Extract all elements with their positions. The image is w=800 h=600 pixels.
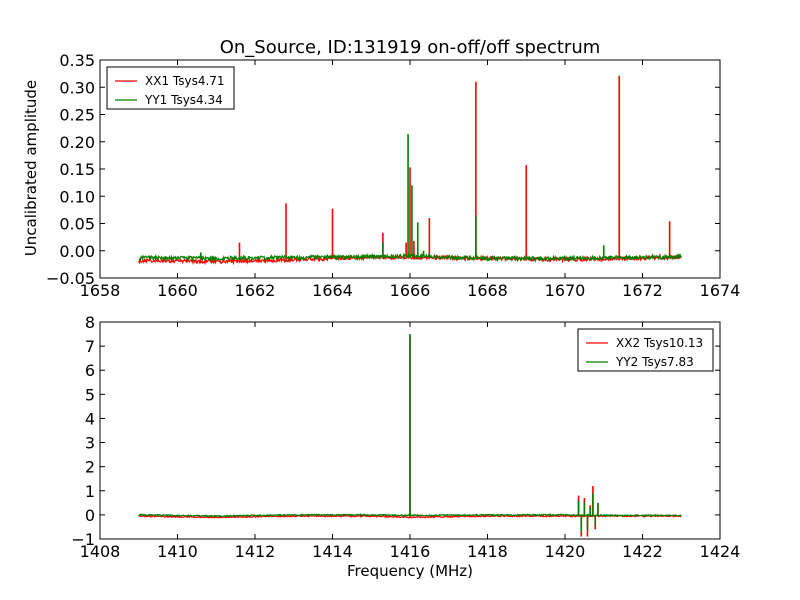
- x-tick-label: 1412: [235, 542, 276, 561]
- y-tick-label: −1: [71, 530, 95, 549]
- y-tick-label: 2: [85, 458, 95, 477]
- y-tick-label: 0.15: [59, 160, 95, 179]
- x-tick-label: 1420: [545, 542, 586, 561]
- y-tick-label: 0.20: [59, 133, 95, 152]
- x-tick-label: 1672: [622, 281, 663, 300]
- y-tick-label: 0.10: [59, 187, 95, 206]
- x-tick-label: 1662: [235, 281, 276, 300]
- y-tick-label: 8: [85, 313, 95, 332]
- x-tick-label: 1674: [700, 281, 741, 300]
- y-tick-label: 5: [85, 385, 95, 404]
- y-tick-label: 7: [85, 337, 95, 356]
- x-tick-label: 1416: [390, 542, 431, 561]
- legend-label: YY2 Tsys7.83: [615, 355, 694, 369]
- y-tick-label: 0.25: [59, 106, 95, 125]
- y-tick-label: 6: [85, 361, 95, 380]
- x-tick-label: 1418: [467, 542, 508, 561]
- bottom-plot-area: 1408 1410 1412 1414 1416 1418 1420 1422 1424 −1 0 1…: [71, 313, 740, 561]
- y-tick-label: 0.35: [59, 51, 95, 70]
- series-line-xx: [138, 514, 682, 519]
- x-tick-label: 1668: [467, 281, 508, 300]
- top-y-axis-label: Uncalibrated amplitude: [22, 80, 40, 256]
- y-tick-label: 4: [85, 409, 95, 428]
- x-tick-label: 1408: [80, 542, 121, 561]
- legend-label: XX1 Tsys4.71: [145, 74, 225, 88]
- series-line-yy: [138, 252, 682, 263]
- bottom-x-axis-label: Frequency (MHz): [347, 562, 473, 580]
- y-tick-label: 1: [85, 482, 95, 501]
- x-tick-label: 1666: [390, 281, 431, 300]
- x-tick-label: 1424: [700, 542, 741, 561]
- y-tick-label: 3: [85, 434, 95, 453]
- legend-box: [106, 66, 235, 110]
- y-tick-label: 0.00: [59, 242, 95, 261]
- top-panel: On_Source, ID:131919 on-off/off spectrum…: [22, 37, 740, 300]
- series-line-yy: [138, 513, 682, 518]
- x-tick-label: 1660: [157, 281, 198, 300]
- bottom-panel: Frequency (MHz) 1408 1410 1412 1414 1416 1418…: [71, 313, 740, 580]
- series-group: [138, 334, 682, 537]
- x-tick-label: 1422: [622, 542, 663, 561]
- x-tick-label: 1670: [545, 281, 586, 300]
- top-chart-title: On_Source, ID:131919 on-off/off spectrum: [220, 37, 601, 58]
- top-plot-area: 1658 1660 1662 1664 1666 1668 1670 1672 1674 −0.0…: [46, 51, 740, 300]
- legend-label: YY1 Tsys4.34: [144, 93, 223, 107]
- series-group: [138, 75, 682, 266]
- x-tick-label: 1410: [157, 542, 198, 561]
- y-tick-label: 0: [85, 506, 95, 525]
- legend-label: XX2 Tsys10.13: [616, 336, 703, 350]
- y-tick-label: −0.05: [46, 269, 95, 288]
- y-tick-label: 0.05: [59, 215, 95, 234]
- legend: XX1 Tsys4.71 YY1 Tsys4.34: [106, 66, 235, 110]
- y-tick-label: 0.30: [59, 78, 95, 97]
- x-tick-label: 1664: [312, 281, 353, 300]
- legend-box: [577, 328, 714, 372]
- x-tick-label: 1414: [312, 542, 353, 561]
- x-tick-label: 1658: [80, 281, 121, 300]
- legend: XX2 Tsys10.13 YY2 Tsys7.83: [577, 328, 714, 372]
